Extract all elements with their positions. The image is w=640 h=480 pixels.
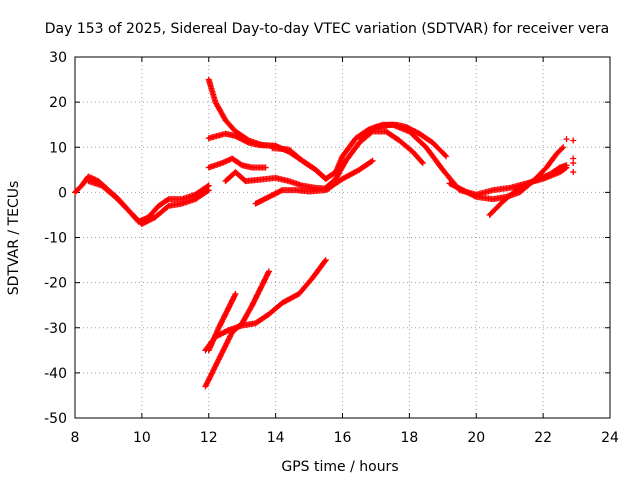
y-tick-label: 30	[49, 50, 67, 66]
series-track-e	[205, 155, 269, 171]
y-tick-label: 20	[49, 95, 67, 111]
y-tick-label: -10	[44, 231, 67, 247]
x-tick-label: 16	[334, 430, 352, 446]
y-tick-label: -30	[44, 321, 67, 337]
data-point-marks	[205, 130, 279, 149]
data-point-marks	[85, 178, 212, 227]
data-point-marks	[252, 157, 376, 207]
x-tick-label: 20	[467, 430, 485, 446]
data-point-marks	[322, 128, 426, 191]
series-track-d	[205, 130, 279, 149]
series-track-l	[486, 162, 570, 218]
data-point-marks	[205, 155, 269, 171]
x-tick-label: 14	[267, 430, 285, 446]
grid-lines	[75, 57, 610, 418]
y-tick-label: 0	[58, 185, 67, 201]
x-tick-label: 10	[133, 430, 151, 446]
x-axis-label: GPS time / hours	[281, 459, 398, 475]
series-isolated	[563, 136, 577, 176]
data-point-marks	[563, 136, 577, 176]
y-axis-ticks: 30 20 10 0 -10 -20 -30 -40 -50	[44, 50, 610, 427]
x-tick-label: 22	[534, 430, 552, 446]
y-tick-label: -50	[44, 411, 67, 427]
y-tick-label: 10	[49, 140, 67, 156]
x-tick-label: 24	[601, 430, 619, 446]
series-track-n	[202, 257, 329, 354]
x-tick-label: 12	[200, 430, 218, 446]
x-axis-ticks: 8 10 12 14 16 18 20 22 24	[71, 57, 619, 446]
y-tick-label: -20	[44, 276, 67, 292]
data-point-marks	[486, 162, 570, 218]
data-point-marks	[269, 121, 450, 182]
data-point-marks	[205, 290, 239, 354]
x-tick-label: 18	[400, 430, 418, 446]
data-point-marks	[202, 257, 329, 354]
series-track-b	[85, 178, 212, 227]
data-points	[72, 76, 577, 390]
y-tick-label: -40	[44, 366, 67, 382]
series-track-i	[322, 128, 426, 191]
series-track-h	[269, 121, 450, 182]
chart-title: Day 153 of 2025, Sidereal Day-to-day VTE…	[45, 21, 609, 37]
series-track-g	[252, 157, 376, 207]
series-track-o	[205, 290, 239, 354]
y-axis-label: SDTVAR / TECUs	[6, 181, 22, 296]
x-tick-label: 8	[71, 430, 80, 446]
